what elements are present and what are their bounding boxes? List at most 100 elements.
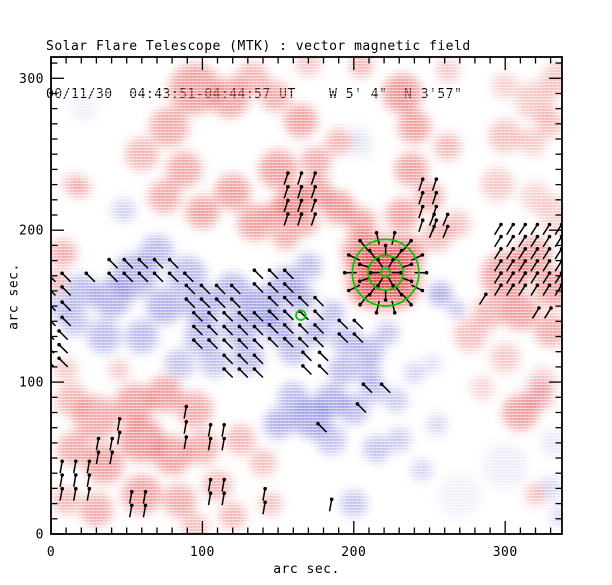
field-vector	[359, 294, 369, 306]
field-vector	[268, 338, 279, 348]
field-vector-head	[222, 311, 226, 315]
field-vector-head	[286, 212, 290, 216]
field-vector-head	[313, 336, 317, 341]
field-vector	[493, 248, 502, 260]
field-vector	[283, 213, 289, 226]
field-vector	[493, 236, 502, 248]
field-vector	[506, 272, 514, 284]
x-tick-label: 0	[47, 545, 55, 560]
field-vector	[223, 368, 234, 379]
field-vector	[518, 272, 526, 284]
field-vector-head	[207, 324, 211, 329]
field-vector	[185, 284, 196, 295]
field-vector	[542, 272, 551, 284]
field-vector	[95, 438, 100, 451]
axis-box	[50, 56, 563, 535]
field-vector	[216, 298, 226, 309]
field-vector	[207, 424, 212, 437]
field-vector-head	[267, 336, 272, 341]
field-vector-head	[367, 293, 372, 297]
field-vector	[221, 479, 225, 492]
field-vector-head	[484, 292, 488, 297]
field-vector-head	[420, 253, 425, 257]
field-vector	[318, 351, 329, 362]
field-vector-head	[337, 332, 342, 336]
field-vector	[185, 298, 196, 309]
field-vector-head	[383, 243, 388, 248]
field-vector	[554, 248, 562, 260]
field-vector	[530, 260, 539, 272]
field-vector-head	[282, 336, 287, 341]
x-tick-label: 300	[493, 545, 518, 560]
field-vector	[221, 438, 225, 451]
field-vector	[123, 272, 134, 283]
field-vector-head	[376, 284, 380, 288]
field-vector	[221, 424, 225, 437]
field-vector-head	[282, 282, 287, 286]
field-vector	[530, 284, 539, 296]
field-vector	[284, 283, 294, 294]
field-vector	[391, 300, 396, 313]
field-vector	[318, 365, 329, 376]
field-vector	[362, 383, 373, 394]
field-vector	[299, 338, 309, 348]
field-vector-head	[499, 234, 503, 239]
field-vector-head	[547, 234, 552, 239]
field-vector-head	[222, 491, 226, 496]
flare-contour-circle	[367, 254, 404, 291]
field-vector-head	[317, 364, 322, 368]
field-vector-head	[299, 212, 304, 216]
field-vector-head	[511, 222, 515, 227]
field-vector-head	[547, 259, 552, 263]
field-vector	[338, 333, 349, 344]
field-vector-head	[511, 234, 515, 239]
field-vector	[184, 272, 194, 283]
field-vector-head	[299, 171, 304, 175]
field-vector	[58, 344, 69, 354]
field-vector-head	[367, 248, 372, 253]
y-axis-label: arc sec.	[6, 263, 22, 330]
field-vector	[61, 286, 72, 297]
field-vector	[530, 224, 539, 236]
field-vector-head	[44, 343, 48, 347]
field-vector	[238, 312, 249, 322]
field-vector	[299, 297, 309, 307]
field-vector-head	[214, 297, 219, 301]
field-vector	[493, 284, 502, 296]
field-vector-head	[167, 257, 172, 262]
field-vector-head	[208, 477, 213, 482]
field-vector-head	[399, 293, 404, 297]
field-vector-head	[432, 224, 436, 229]
field-vector	[314, 324, 325, 335]
field-vector-head	[208, 423, 213, 427]
field-vector	[283, 172, 289, 185]
field-vector-head	[445, 212, 450, 217]
field-vector	[223, 339, 234, 350]
field-vector-head	[420, 191, 425, 195]
field-vector	[253, 354, 264, 365]
field-vector-head	[184, 283, 189, 288]
field-vector-head	[252, 282, 257, 286]
field-vector	[253, 368, 264, 379]
field-vector	[51, 362, 55, 368]
field-vector	[85, 272, 96, 283]
field-vector	[238, 339, 249, 350]
field-vector-head	[87, 459, 92, 464]
field-vector-head	[252, 268, 257, 273]
field-vector	[284, 269, 294, 280]
field-vector	[193, 325, 203, 336]
field-vector	[51, 335, 55, 341]
chart-title: Solar Flare Telescope (MTK) : vector mag…	[46, 39, 471, 54]
field-vector	[262, 502, 266, 515]
field-vector	[142, 505, 147, 518]
field-vector	[268, 283, 279, 294]
field-vector-head	[252, 338, 257, 342]
field-vector	[169, 259, 179, 269]
field-vector-head	[60, 459, 64, 464]
field-vector	[431, 192, 438, 205]
field-vector	[153, 272, 164, 283]
field-vector	[283, 200, 289, 213]
field-vector-head	[57, 342, 61, 347]
flare-contour-circle	[380, 267, 391, 279]
field-vector-head	[184, 404, 189, 409]
